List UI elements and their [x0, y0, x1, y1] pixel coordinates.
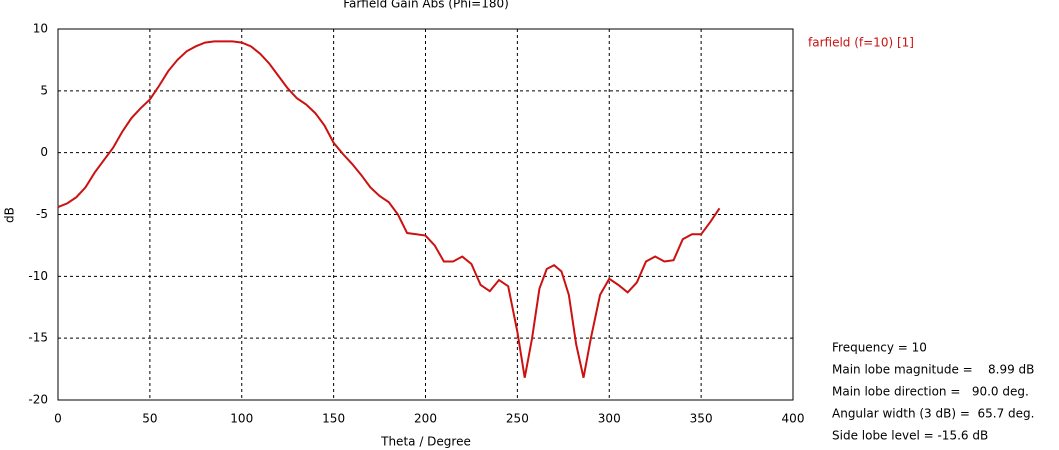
x-tick-label: 300 [598, 412, 621, 426]
x-tick-label: 350 [690, 412, 713, 426]
data-line [57, 40, 721, 378]
y-tick-label: 0 [40, 145, 48, 159]
y-tick-label: -5 [36, 207, 48, 221]
x-tick-label: 50 [142, 412, 157, 426]
x-tick-label: 150 [322, 412, 345, 426]
x-tick-label: 0 [54, 412, 62, 426]
y-tick-label: -10 [28, 269, 48, 283]
y-tick-label: 10 [33, 22, 48, 36]
x-tick-label: 250 [506, 412, 529, 426]
y-tick-label: 5 [40, 83, 48, 97]
x-tick-label: 200 [414, 412, 437, 426]
y-axis-label: dB [3, 207, 17, 223]
y-tick-label: -15 [28, 331, 48, 345]
info-line: Angular width (3 dB) = 65.7 deg. [832, 407, 1035, 421]
y-tick-label: -20 [28, 393, 48, 407]
legend-entry: farfield (f=10) [1] [808, 36, 914, 50]
x-tick-label: 400 [782, 412, 805, 426]
info-line: Frequency = 10 [832, 341, 927, 355]
x-tick-label: 100 [230, 412, 253, 426]
chart-title: Farfield Gain Abs (Phi=180) [343, 0, 509, 11]
info-line: Side lobe level = -15.6 dB [832, 429, 988, 443]
info-line: Main lobe magnitude = 8.99 dB [832, 363, 1034, 377]
info-line: Main lobe direction = 90.0 deg. [832, 385, 1029, 399]
x-axis-label: Theta / Degree [380, 435, 471, 449]
